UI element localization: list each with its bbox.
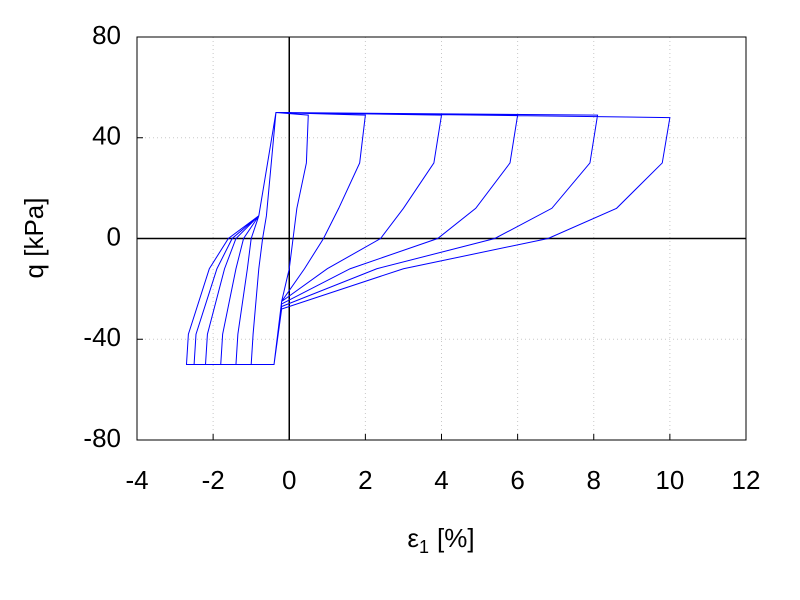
x-axis-label: ε1 [%] [407, 523, 474, 557]
x-tick-label: 10 [655, 465, 684, 495]
x-tick-label: 2 [358, 465, 372, 495]
y-tick-label: -40 [83, 322, 121, 352]
x-label-subscript: 1 [419, 537, 429, 557]
y-tick-label: -80 [83, 423, 121, 453]
x-tick-label: -2 [202, 465, 225, 495]
x-tick-label: 0 [282, 465, 296, 495]
data-line [185, 112, 671, 365]
x-tick-label: -4 [125, 465, 148, 495]
x-label-symbol: ε [407, 523, 419, 553]
x-label-unit: [%] [437, 523, 475, 553]
y-tick-label: 80 [92, 20, 121, 50]
y-tick-label: 0 [107, 221, 121, 251]
y-axis-label: q [kPa] [19, 198, 49, 279]
x-tick-label: 8 [587, 465, 601, 495]
x-tick-label: 6 [510, 465, 524, 495]
x-tick-label: 4 [434, 465, 448, 495]
x-tick-label: 12 [732, 465, 761, 495]
y-tick-label: 40 [92, 121, 121, 151]
